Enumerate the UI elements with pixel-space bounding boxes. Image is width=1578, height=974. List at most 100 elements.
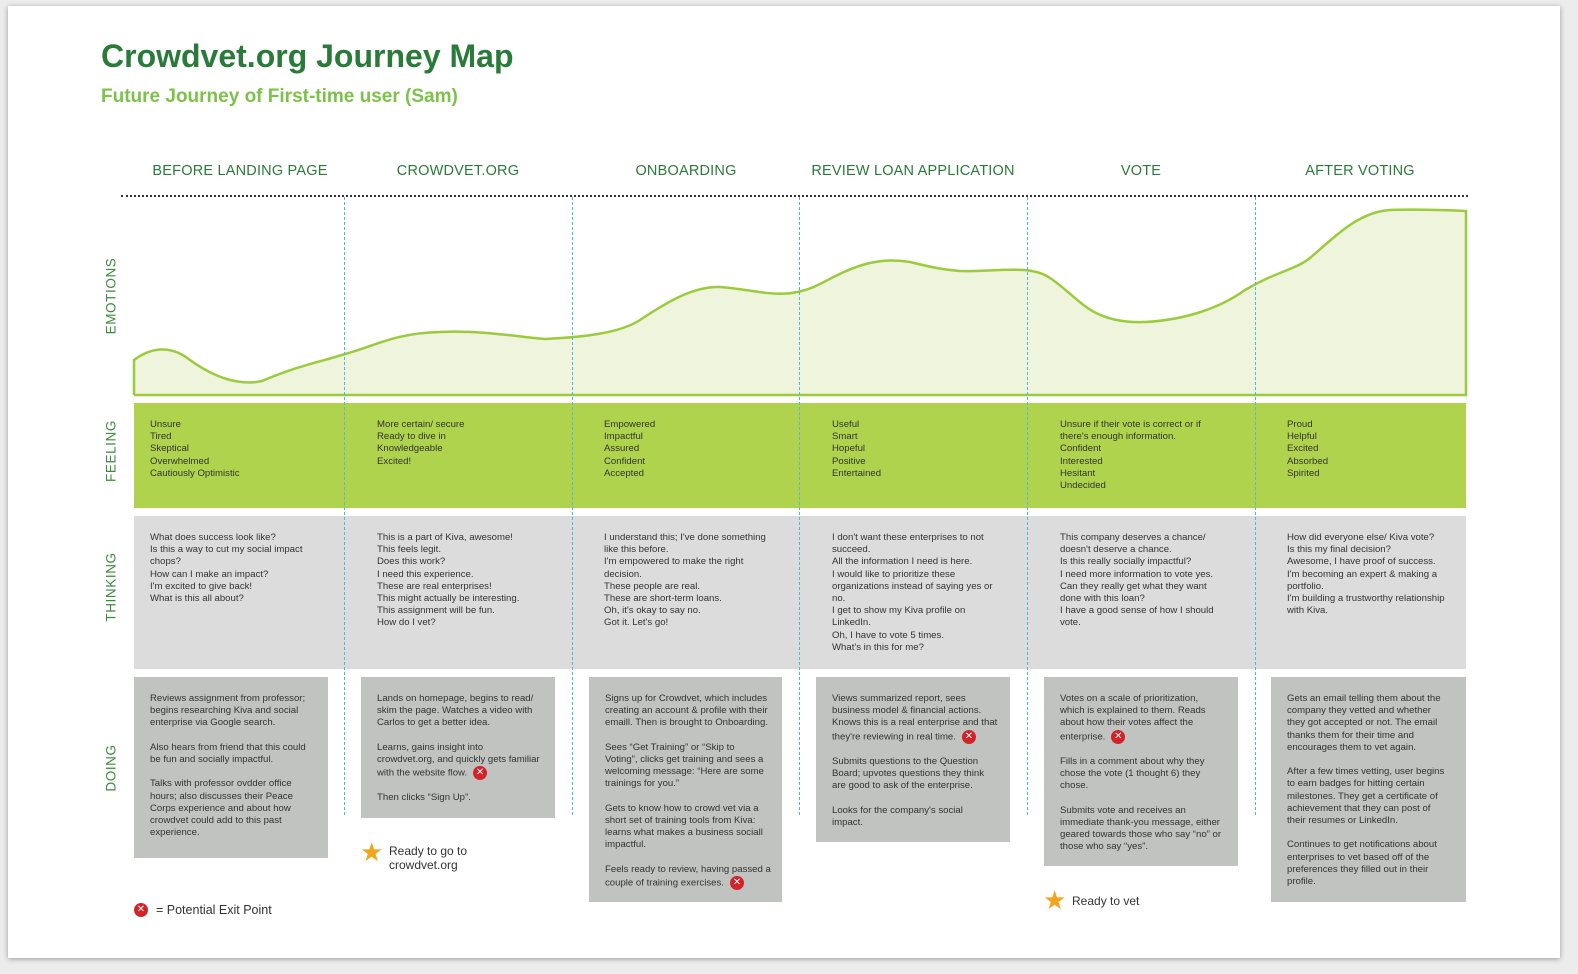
thinking-line: I'm empowered to make the right bbox=[604, 556, 744, 568]
thinking-cell: This is a part of Kiva, awesome! This fee… bbox=[377, 532, 519, 630]
star-icon: ★ bbox=[360, 838, 384, 868]
close-circle-icon: ✕ bbox=[729, 876, 744, 890]
thinking-line: This feels legit. bbox=[377, 544, 441, 556]
thinking-line: organizations instead of saying yes or bbox=[832, 580, 993, 592]
doing-line: Submits vote and receives an bbox=[1060, 804, 1186, 816]
thinking-line: I have a good sense of how I should bbox=[1060, 605, 1214, 617]
doing-line: Learns, gains insight into bbox=[377, 741, 484, 753]
thinking-line: I need more information to vote yes. bbox=[1060, 568, 1214, 580]
thinking-line: I'm building a trustworthy relationship bbox=[1287, 593, 1445, 605]
doing-line: immediate thank-you message, either bbox=[1060, 816, 1220, 828]
thinking-line: Got it. Let's go! bbox=[604, 617, 669, 629]
doing-line: hours; also discusses their Peace bbox=[150, 790, 293, 802]
doing-line: about how their votes affect the bbox=[1060, 717, 1194, 729]
close-circle-icon: ✕ bbox=[473, 766, 488, 781]
feeling-line: Entertained bbox=[832, 467, 882, 479]
doing-line: trainings for you.” bbox=[605, 778, 680, 790]
doing-line: begins researching Kiva and social bbox=[150, 705, 299, 717]
doing-box: Votes on a scale of prioritization, which… bbox=[1044, 677, 1238, 866]
thinking-line: Oh, I have to vote 5 times. bbox=[832, 629, 944, 641]
thinking-band bbox=[134, 516, 1466, 669]
phase-vote: VOTE bbox=[1120, 163, 1162, 179]
doing-line: Gets an email telling them about the bbox=[1287, 693, 1441, 704]
thinking-line: I would like to prioritize these bbox=[832, 568, 956, 580]
thinking-line: no. bbox=[832, 593, 846, 605]
doing-line: Fills in a comment about why they bbox=[1060, 755, 1205, 767]
thinking-line: chops? bbox=[150, 556, 181, 568]
doing-line-text: enterprise. bbox=[1060, 731, 1106, 743]
doing-line: impact. bbox=[832, 816, 863, 828]
thinking-line: How do I vet? bbox=[377, 617, 436, 629]
doing-box: Lands on homepage, begins to read/skim t… bbox=[361, 677, 555, 818]
doing-line: company they vetted and whether bbox=[1287, 705, 1431, 717]
thinking-line: I don't want these enterprises to not bbox=[832, 532, 984, 543]
feeling-line: Tired bbox=[150, 431, 172, 443]
feeling-line: Interested bbox=[1060, 455, 1103, 467]
doing-line: enterprises to vet based off of the bbox=[1287, 851, 1430, 863]
doing-paragraph: Submits vote and receives an immediate th… bbox=[1060, 805, 1226, 854]
doing-line: profile. bbox=[1287, 876, 1316, 888]
phase-before-landing-page: BEFORE LANDING PAGE bbox=[152, 163, 328, 179]
doing-line: chose the vote (1 thought 6) they bbox=[1060, 768, 1201, 779]
doing-line: encourages them to vet again. bbox=[1287, 741, 1417, 753]
feeling-cell: Useful Smart Hopeful Positive Entertained bbox=[832, 419, 881, 480]
doing-paragraph: After a few times vetting, user begins to… bbox=[1287, 766, 1454, 827]
doing-line: Also hears from friend that this could bbox=[150, 741, 306, 753]
doing-line: which is explained to them. Reads bbox=[1060, 705, 1206, 717]
doing-line-text: with the website flow. bbox=[377, 767, 468, 779]
thinking-line: What's in this for me? bbox=[832, 641, 924, 653]
doing-paragraph: Also hears from friend that this could be… bbox=[150, 742, 316, 766]
doing-paragraph: Sees “Get Training” or “Skip to Voting”, … bbox=[605, 742, 770, 791]
feeling-line: Skeptical bbox=[150, 443, 189, 455]
doing-paragraph: Votes on a scale of prioritization, which… bbox=[1060, 693, 1226, 744]
star-icon: ★ bbox=[1043, 886, 1067, 916]
thinking-line: Oh, it's okay to say no. bbox=[604, 605, 701, 617]
doing-line: Sees “Get Training” or “Skip to bbox=[605, 741, 735, 753]
feeling-line: Helpful bbox=[1287, 431, 1317, 443]
phase-crowdvet-org: CROWDVET.ORG bbox=[396, 163, 520, 179]
thinking-line: Is this a way to cut my social impact bbox=[150, 544, 303, 556]
thinking-line: What does success look like? bbox=[150, 532, 276, 543]
doing-paragraph: Then clicks “Sign Up”. bbox=[377, 792, 543, 804]
feeling-line: Empowered bbox=[604, 419, 656, 430]
doing-line: Looks for the company's social bbox=[832, 804, 963, 816]
doing-line: short set of training tools from Kiva: bbox=[605, 815, 756, 826]
doing-line: Continues to get notifications about bbox=[1287, 839, 1437, 851]
page-subtitle: Future Journey of First-time user (Sam) bbox=[101, 86, 458, 107]
feeling-line: Unsure bbox=[150, 419, 181, 430]
thinking-line: Awesome, I have proof of success. bbox=[1287, 556, 1436, 568]
doing-line-text: they're reviewing in real time. bbox=[832, 731, 956, 743]
crowdvet-ready-line-1: Ready to go to bbox=[389, 844, 468, 858]
feeling-line: there's enough information. bbox=[1060, 431, 1176, 443]
doing-line: their resumes or LinkedIn. bbox=[1287, 815, 1398, 827]
feeling-line: Smart bbox=[832, 431, 858, 443]
thinking-cell: How did everyone else/ Kiva vote? Is this… bbox=[1287, 532, 1445, 617]
feeling-line: Hopeful bbox=[832, 443, 866, 455]
feeling-line: Knowledgeable bbox=[377, 443, 443, 455]
close-circle-icon: ✕ bbox=[134, 903, 148, 917]
doing-line: Then clicks “Sign Up”. bbox=[377, 792, 471, 804]
thinking-line: This is a part of Kiva, awesome! bbox=[377, 532, 513, 543]
thinking-line: These people are real. bbox=[604, 580, 700, 592]
doing-line: crowdvet could add to this past bbox=[150, 815, 282, 826]
thinking-line: done with this loan? bbox=[1060, 593, 1145, 605]
doing-line: thanks them for their time and bbox=[1287, 729, 1414, 741]
doing-paragraph: Views summarized report, sees business mo… bbox=[832, 693, 998, 744]
feeling-line: Accepted bbox=[604, 467, 645, 479]
thinking-cell: I don't want these enterprises to not suc… bbox=[832, 532, 993, 654]
phase-divider bbox=[1255, 197, 1256, 815]
feeling-line: Impactful bbox=[604, 431, 643, 443]
feeling-line: More certain/ secure bbox=[377, 419, 465, 430]
doing-line: Votes on a scale of prioritization, bbox=[1060, 693, 1199, 704]
thinking-line: These are real enterprises! bbox=[377, 580, 492, 592]
feeling-line: Excited bbox=[1287, 443, 1319, 455]
crowdvet-ready-line-2: crowdvet.org bbox=[389, 858, 458, 872]
thinking-line: I need this experience. bbox=[377, 568, 474, 580]
thinking-line: I understand this; I've done something bbox=[604, 532, 766, 543]
doing-line: to earn badges for hitting certain bbox=[1287, 778, 1425, 790]
doing-line: Lands on homepage, begins to read/ bbox=[377, 693, 534, 704]
feeling-line: Proud bbox=[1287, 419, 1313, 430]
thinking-line: All the information I need is here. bbox=[832, 556, 973, 568]
doing-line: enterprise. ✕ bbox=[1060, 729, 1226, 744]
